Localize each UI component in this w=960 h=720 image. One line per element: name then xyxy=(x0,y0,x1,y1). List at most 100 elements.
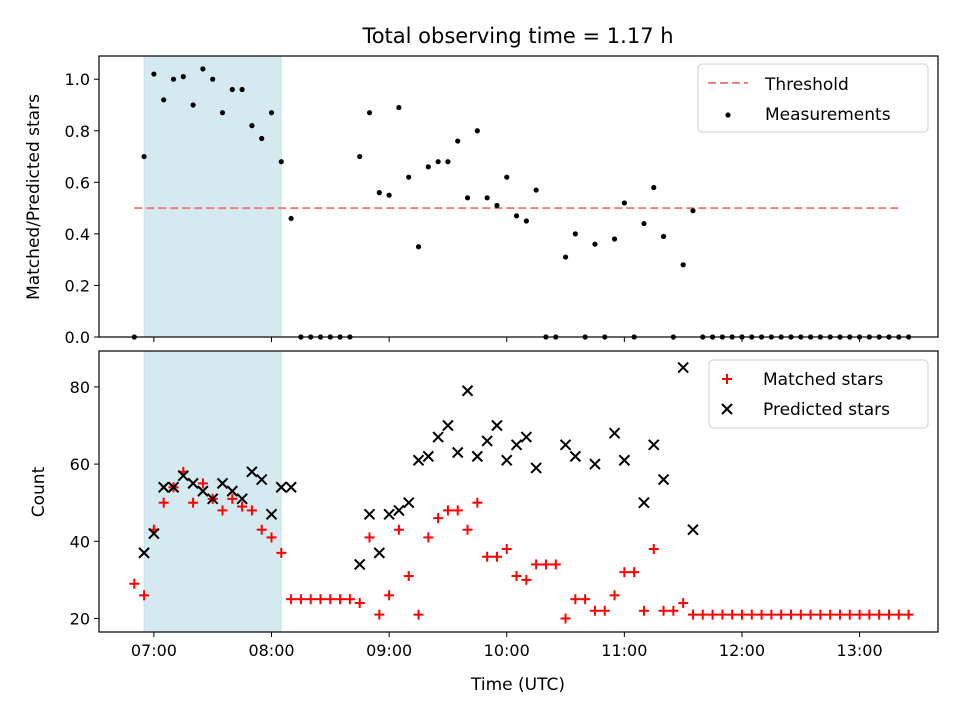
predicted-star-point xyxy=(197,485,209,497)
predicted-star-point xyxy=(138,547,150,559)
measurement-point xyxy=(278,159,284,165)
matched-stars-points xyxy=(129,466,914,624)
x-axis-label: Time (UTC) xyxy=(470,675,565,695)
predicted-star-point xyxy=(452,446,464,459)
matched-star-point xyxy=(482,551,493,562)
measurement-point xyxy=(611,236,618,242)
matched-star-point xyxy=(188,497,199,508)
matched-star-point xyxy=(874,609,885,620)
chart-title: Total observing time = 1.17 h xyxy=(361,24,673,48)
matched-star-point xyxy=(433,513,444,524)
predicted-stars-points xyxy=(138,361,699,571)
x-tick-label: 09:00 xyxy=(366,641,412,660)
x-tick-label: 13:00 xyxy=(837,641,883,660)
matched-star-point xyxy=(393,524,404,535)
matched-star-point xyxy=(638,605,649,616)
measurement-point xyxy=(151,71,157,77)
predicted-star-point xyxy=(530,462,542,474)
matched-star-point xyxy=(256,524,267,535)
x-tick-label: 12:00 xyxy=(719,641,765,660)
bottom-y-axis-label: Count xyxy=(29,466,49,517)
matched-star-point xyxy=(129,578,140,589)
predicted-star-point xyxy=(559,439,572,451)
matched-star-point xyxy=(237,501,248,512)
predicted-star-point xyxy=(442,419,454,432)
bottom-y-ticks: 20 40 60 80 xyxy=(70,378,99,628)
predicted-star-point xyxy=(648,439,660,451)
measurement-point xyxy=(259,135,265,142)
matched-star-point xyxy=(403,571,414,582)
matched-star-point xyxy=(570,594,581,605)
predicted-star-point xyxy=(383,508,395,520)
predicted-star-point xyxy=(354,558,366,571)
matched-star-point xyxy=(678,598,689,609)
predicted-star-point xyxy=(412,454,425,466)
measurement-point xyxy=(396,104,402,111)
matched-star-point xyxy=(589,605,600,616)
matched-star-point xyxy=(325,594,336,605)
matched-star-point xyxy=(139,590,150,601)
matched-star-point xyxy=(246,505,257,516)
matched-star-point xyxy=(776,609,787,620)
x-tick-label: 07:00 xyxy=(131,641,177,660)
predicted-star-point xyxy=(618,454,631,466)
measurement-point xyxy=(523,218,529,224)
measurement-point xyxy=(268,110,275,116)
matched-star-point xyxy=(727,609,738,620)
measurement-point xyxy=(513,213,520,219)
matched-star-point xyxy=(580,594,591,605)
matched-star-point xyxy=(452,505,463,516)
matched-star-point xyxy=(736,609,747,620)
measurement-point xyxy=(592,241,598,247)
y-tick-label: 80 xyxy=(70,378,90,397)
matched-star-point xyxy=(491,551,502,562)
matched-star-point xyxy=(344,594,355,605)
matched-star-point xyxy=(462,524,473,535)
y-tick-label: 0.2 xyxy=(65,276,90,295)
measurement-point xyxy=(229,86,235,93)
matched-star-point xyxy=(795,609,806,620)
matched-star-point xyxy=(384,590,395,601)
measurement-point xyxy=(484,195,490,201)
predicted-star-point xyxy=(608,427,621,439)
matched-star-point xyxy=(707,609,718,620)
measurement-point xyxy=(357,153,363,160)
predicted-star-point xyxy=(422,450,435,463)
predicted-star-point xyxy=(157,481,170,493)
predicted-star-point xyxy=(275,481,288,493)
predicted-star-point xyxy=(206,493,219,505)
predicted-star-point xyxy=(187,477,199,490)
matched-star-point xyxy=(560,613,571,624)
bottom-axes-frame xyxy=(98,350,939,633)
matched-star-point xyxy=(658,605,669,616)
bottom-x-ticks: 07:00 08:00 09:00 10:00 11:00 12:00 13:00 xyxy=(131,632,883,660)
matched-star-point xyxy=(697,609,708,620)
predicted-star-point xyxy=(657,473,670,486)
matched-star-point xyxy=(511,571,522,582)
matched-star-point xyxy=(276,547,287,558)
top-x-ticks xyxy=(153,337,861,342)
matched-star-point xyxy=(266,532,277,543)
matched-star-point xyxy=(717,609,728,620)
predicted-star-point xyxy=(393,504,405,517)
predicted-star-point xyxy=(432,431,444,443)
bottom-legend: Matched stars Predicted stars xyxy=(708,359,929,429)
x-tick-label: 11:00 xyxy=(601,641,647,660)
measurement-point xyxy=(180,74,186,80)
matched-star-point xyxy=(217,505,228,516)
predicted-star-point xyxy=(461,385,474,397)
predicted-star-point xyxy=(285,481,297,493)
matched-star-point xyxy=(158,497,169,508)
measurement-point xyxy=(621,200,627,206)
predicted-star-point xyxy=(569,450,582,463)
predicted-star-point xyxy=(177,469,189,482)
predicted-star-point xyxy=(216,477,229,490)
y-tick-label: 60 xyxy=(70,455,90,474)
predicted-star-point xyxy=(491,419,503,432)
matched-star-point xyxy=(197,478,208,489)
predicted-star-point xyxy=(226,485,239,497)
matched-star-point xyxy=(815,609,826,620)
predicted-star-point xyxy=(677,361,689,374)
predicted-star-point xyxy=(501,454,513,466)
legend-predicted-swatch xyxy=(721,403,733,415)
